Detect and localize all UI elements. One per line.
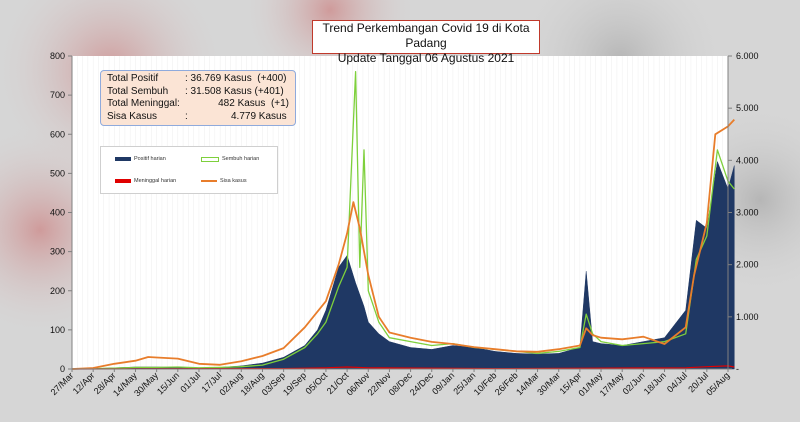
chart-legend: Positif harian Sembuh harian Meninggal h… <box>100 146 278 194</box>
stat-delta: (+1) <box>270 98 289 109</box>
y-right-tick-label: 3.000 <box>736 208 759 218</box>
y-right-tick-label: 6.000 <box>736 51 759 61</box>
x-tick-label: 18/Jun <box>642 370 668 396</box>
stat-value: : <box>185 110 188 122</box>
x-tick-label: 17/May <box>598 370 626 398</box>
chart-title: Trend Perkembangan Covid 19 di Kota Pada… <box>312 20 540 65</box>
stat-value: : 36.769 <box>185 73 222 84</box>
y-right-tick-label: - <box>736 364 739 374</box>
x-tick-label: 01/Jul <box>178 370 202 394</box>
x-tick-label: 19/Sep <box>281 370 308 397</box>
y-left-tick-label: 100 <box>50 325 65 335</box>
x-tick-label: 15/Jun <box>155 370 181 396</box>
x-tick-label: 02/Jun <box>621 370 647 396</box>
y-left-tick-label: 200 <box>50 286 65 296</box>
stat-value: : <box>177 98 180 109</box>
x-tick-label: 09/Jan <box>430 370 456 396</box>
summary-stats-box: Total Positif : 36.769 Kasus (+400) Tota… <box>100 70 296 126</box>
legend-swatch-sembuh <box>201 156 219 162</box>
y-left-tick-label: 300 <box>50 247 65 257</box>
stat-unit: 482 Kasus <box>218 98 266 109</box>
legend-label-positif: Positif harian <box>134 156 166 162</box>
x-tick-label: 05/Aug <box>704 370 731 397</box>
stat-label: Total Sembuh <box>107 85 169 97</box>
stat-value: : 31.508 <box>185 85 222 97</box>
legend-label-sembuh: Sembuh harian <box>222 156 260 162</box>
y-right-tick-label: 2.000 <box>736 260 759 270</box>
x-tick-label: 27/Mar <box>49 370 76 397</box>
y-left-tick-label: 0 <box>60 364 65 374</box>
y-left-tick-label: 400 <box>50 208 65 218</box>
stat-label: Total Positif <box>107 73 159 84</box>
stat-row-sembuh: Total Sembuh : 31.508 Kasus (+401) <box>107 86 289 99</box>
series-sembuh-line <box>71 71 735 370</box>
stat-row-meninggal: Total Meninggal : 482 Kasus (+1) <box>107 98 289 111</box>
stat-label: Sisa Kasus <box>107 110 158 122</box>
stat-unit: 4.779 Kasus <box>231 110 287 122</box>
stat-row-positif: Total Positif : 36.769 Kasus (+400) <box>107 73 289 86</box>
x-tick-label: 24/Dec <box>408 370 436 398</box>
legend-item-sisa: Sisa kasus <box>201 178 247 184</box>
series-meninggal-line <box>71 365 735 370</box>
chart-title-line-2: Update Tanggal 06 Agustus 2021 <box>337 51 515 65</box>
x-tick-label: 12/Apr <box>71 370 97 396</box>
x-tick-label: 30/May <box>132 370 160 398</box>
y-left-tick-label: 600 <box>50 129 65 139</box>
series-sisa-line <box>71 118 735 370</box>
stat-row-sisa: Sisa Kasus : 4.779 Kasus <box>107 111 289 124</box>
stat-unit: Kasus <box>223 85 252 97</box>
legend-item-positif: Positif harian <box>115 156 166 162</box>
legend-item-sembuh: Sembuh harian <box>201 156 259 162</box>
legend-label-meninggal: Meninggal harian <box>134 178 177 184</box>
y-right-tick-label: 1.000 <box>736 312 759 322</box>
legend-item-meninggal: Meninggal harian <box>115 178 176 184</box>
legend-swatch-sisa <box>201 180 217 182</box>
legend-swatch-meninggal <box>115 179 131 183</box>
x-tick-label: 30/Mar <box>535 370 562 397</box>
stat-delta: (+400) <box>257 73 287 84</box>
y-left-tick-label: 700 <box>50 90 65 100</box>
legend-swatch-positif <box>115 157 131 161</box>
stat-unit: Kasus <box>223 73 252 84</box>
y-right-tick-label: 5.000 <box>736 103 759 113</box>
x-tick-label: 05/Oct <box>304 370 330 396</box>
y-left-tick-label: 500 <box>50 168 65 178</box>
stat-delta: (+401) <box>254 85 284 97</box>
legend-label-sisa: Sisa kasus <box>220 178 247 184</box>
stat-label: Total Meninggal <box>107 98 178 109</box>
y-left-tick-label: 800 <box>50 51 65 61</box>
y-right-tick-label: 4.000 <box>736 155 759 165</box>
chart-title-line-1: Trend Perkembangan Covid 19 di Kota Pada… <box>322 21 530 50</box>
x-tick-label: 04/Jul <box>665 370 689 394</box>
